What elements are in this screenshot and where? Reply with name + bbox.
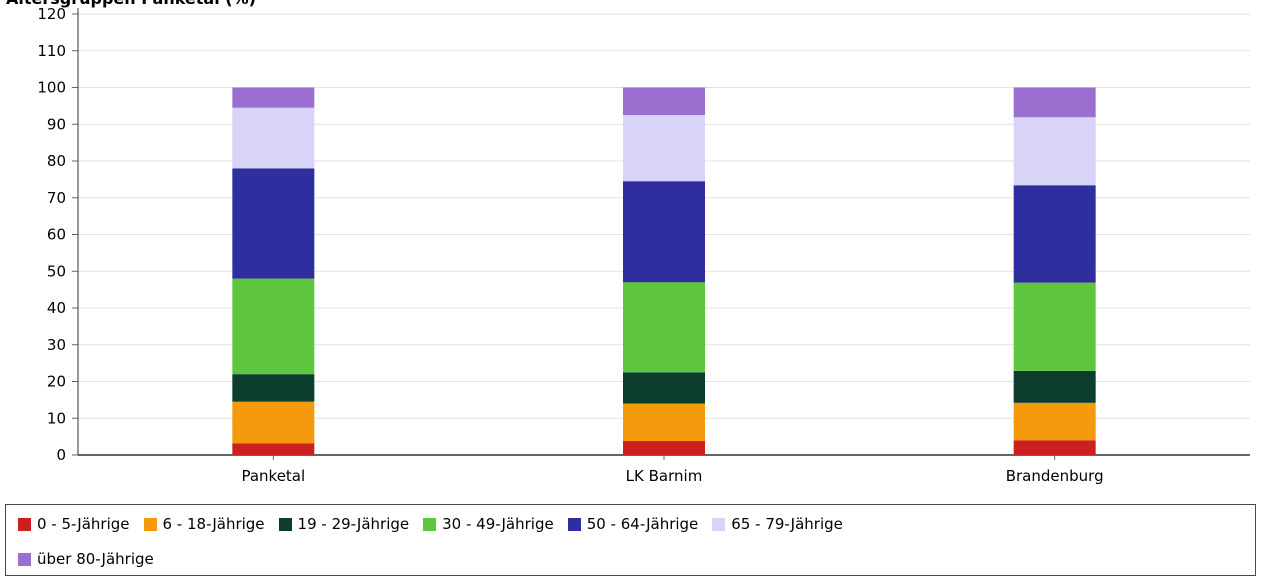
bar-segment (623, 441, 705, 455)
bar-segment (232, 374, 315, 402)
legend-label: 6 - 18-Jährige (162, 515, 265, 533)
y-tick-label: 60 (47, 226, 66, 244)
legend-label: 19 - 29-Jährige (297, 515, 410, 533)
bar-segment (623, 403, 705, 442)
legend-item: 0 - 5-Jährige (18, 515, 130, 533)
y-tick-label: 110 (37, 42, 66, 60)
bar-segment (623, 87, 705, 116)
legend-label: über 80-Jährige (37, 550, 154, 568)
bar-segment (623, 282, 705, 373)
legend-label: 65 - 79-Jährige (731, 515, 843, 533)
legend-item: 65 - 79-Jährige (712, 515, 843, 533)
x-tick-label: LK Barnim (626, 467, 703, 485)
y-tick-label: 90 (47, 115, 66, 133)
stacked-bar-chart: Altersgruppen Panketal (%) 0 10 20 30 40 50 60… (6, 0, 1250, 485)
y-tick-label: 80 (47, 152, 66, 170)
legend-swatch (143, 517, 157, 531)
chart-title: Altersgruppen Panketal (%) (6, 0, 256, 8)
bar-segment (623, 372, 705, 404)
x-tick-label: Panketal (241, 467, 305, 485)
legend-label: 30 - 49-Jährige (442, 515, 554, 533)
bar-segment (232, 278, 315, 375)
legend-row: 0 - 5-Jährige 6 - 18-Jährige 19 - 29-Jähri… (18, 515, 857, 533)
bar-segment (1013, 440, 1096, 455)
legend-label: 0 - 5-Jährige (37, 515, 130, 533)
bar-segment (232, 443, 315, 455)
y-tick-label: 0 (56, 446, 66, 464)
legend-swatch (423, 517, 437, 531)
y-tick-label: 20 (47, 373, 66, 391)
legend-item: über 80-Jährige (18, 550, 154, 568)
y-tick-label: 100 (37, 79, 66, 97)
y-tick-label: 120 (37, 5, 66, 23)
legend-swatch (712, 517, 726, 531)
legend-swatch (567, 517, 581, 531)
bar-segment (1013, 402, 1096, 441)
bar-segment (1013, 185, 1096, 283)
legend-item: 30 - 49-Jährige (423, 515, 554, 533)
legend: 0 - 5-Jährige 6 - 18-Jährige 19 - 29-Jähri… (5, 504, 1256, 576)
y-tick-label: 70 (47, 189, 66, 207)
legend-swatch (18, 517, 31, 531)
bar-segment (1013, 370, 1096, 403)
bar-segment (1013, 282, 1096, 371)
bar-segment (1013, 117, 1096, 186)
y-tick-label: 30 (47, 336, 66, 354)
y-tick-label: 50 (47, 262, 66, 280)
bar-segment (1013, 87, 1096, 118)
legend-item: 6 - 18-Jährige (143, 515, 265, 533)
bar-segment (232, 168, 315, 279)
legend-swatch (18, 552, 31, 566)
legend-item: 50 - 64-Jährige (567, 515, 699, 533)
bars (232, 87, 1096, 455)
bar-segment (623, 181, 705, 283)
legend-label: 50 - 64-Jährige (586, 515, 699, 533)
bar-segment (232, 401, 315, 444)
bar-segment (232, 87, 315, 108)
x-tick-label: Brandenburg (1006, 467, 1104, 485)
y-tick-label: 40 (47, 299, 66, 317)
bar-segment (232, 107, 315, 169)
legend-swatch (278, 517, 292, 531)
bar-segment (623, 115, 705, 182)
legend-item: 19 - 29-Jährige (278, 515, 410, 533)
legend-row: über 80-Jährige (18, 550, 168, 568)
x-tick-labels: Panketal LK Barnim Brandenburg (241, 467, 1103, 485)
y-tick-label: 10 (47, 409, 66, 427)
